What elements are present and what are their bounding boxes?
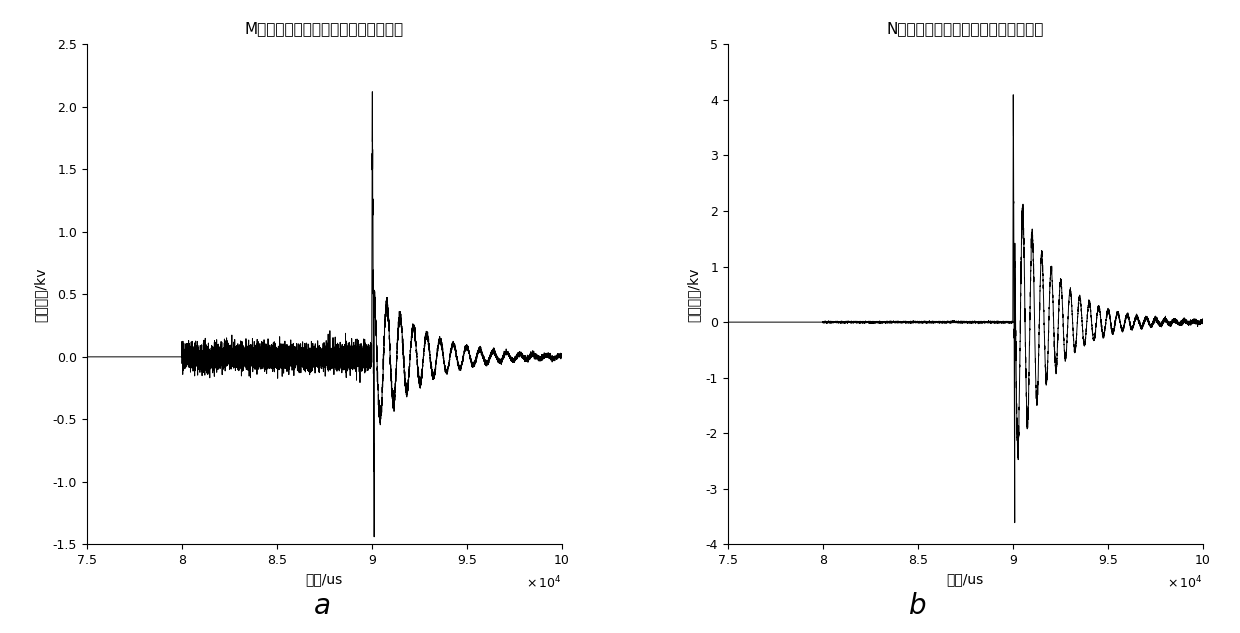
Text: a: a [314,592,331,620]
Text: b: b [909,592,926,620]
Title: M端测得的含噪声的电压线模分量波形: M端测得的含噪声的电压线模分量波形 [244,21,404,36]
X-axis label: 时间/us: 时间/us [305,573,343,587]
Y-axis label: 电压幅值/kv: 电压幅值/kv [33,267,47,322]
Text: $\times\,10^4$: $\times\,10^4$ [526,574,562,591]
X-axis label: 时间/us: 时间/us [946,573,985,587]
Title: N端测得的含噪声的电压线模分量波形: N端测得的含噪声的电压线模分量波形 [887,21,1044,36]
Y-axis label: 电压幅值/kv: 电压幅值/kv [686,267,701,322]
Text: $\times\,10^4$: $\times\,10^4$ [1167,574,1203,591]
